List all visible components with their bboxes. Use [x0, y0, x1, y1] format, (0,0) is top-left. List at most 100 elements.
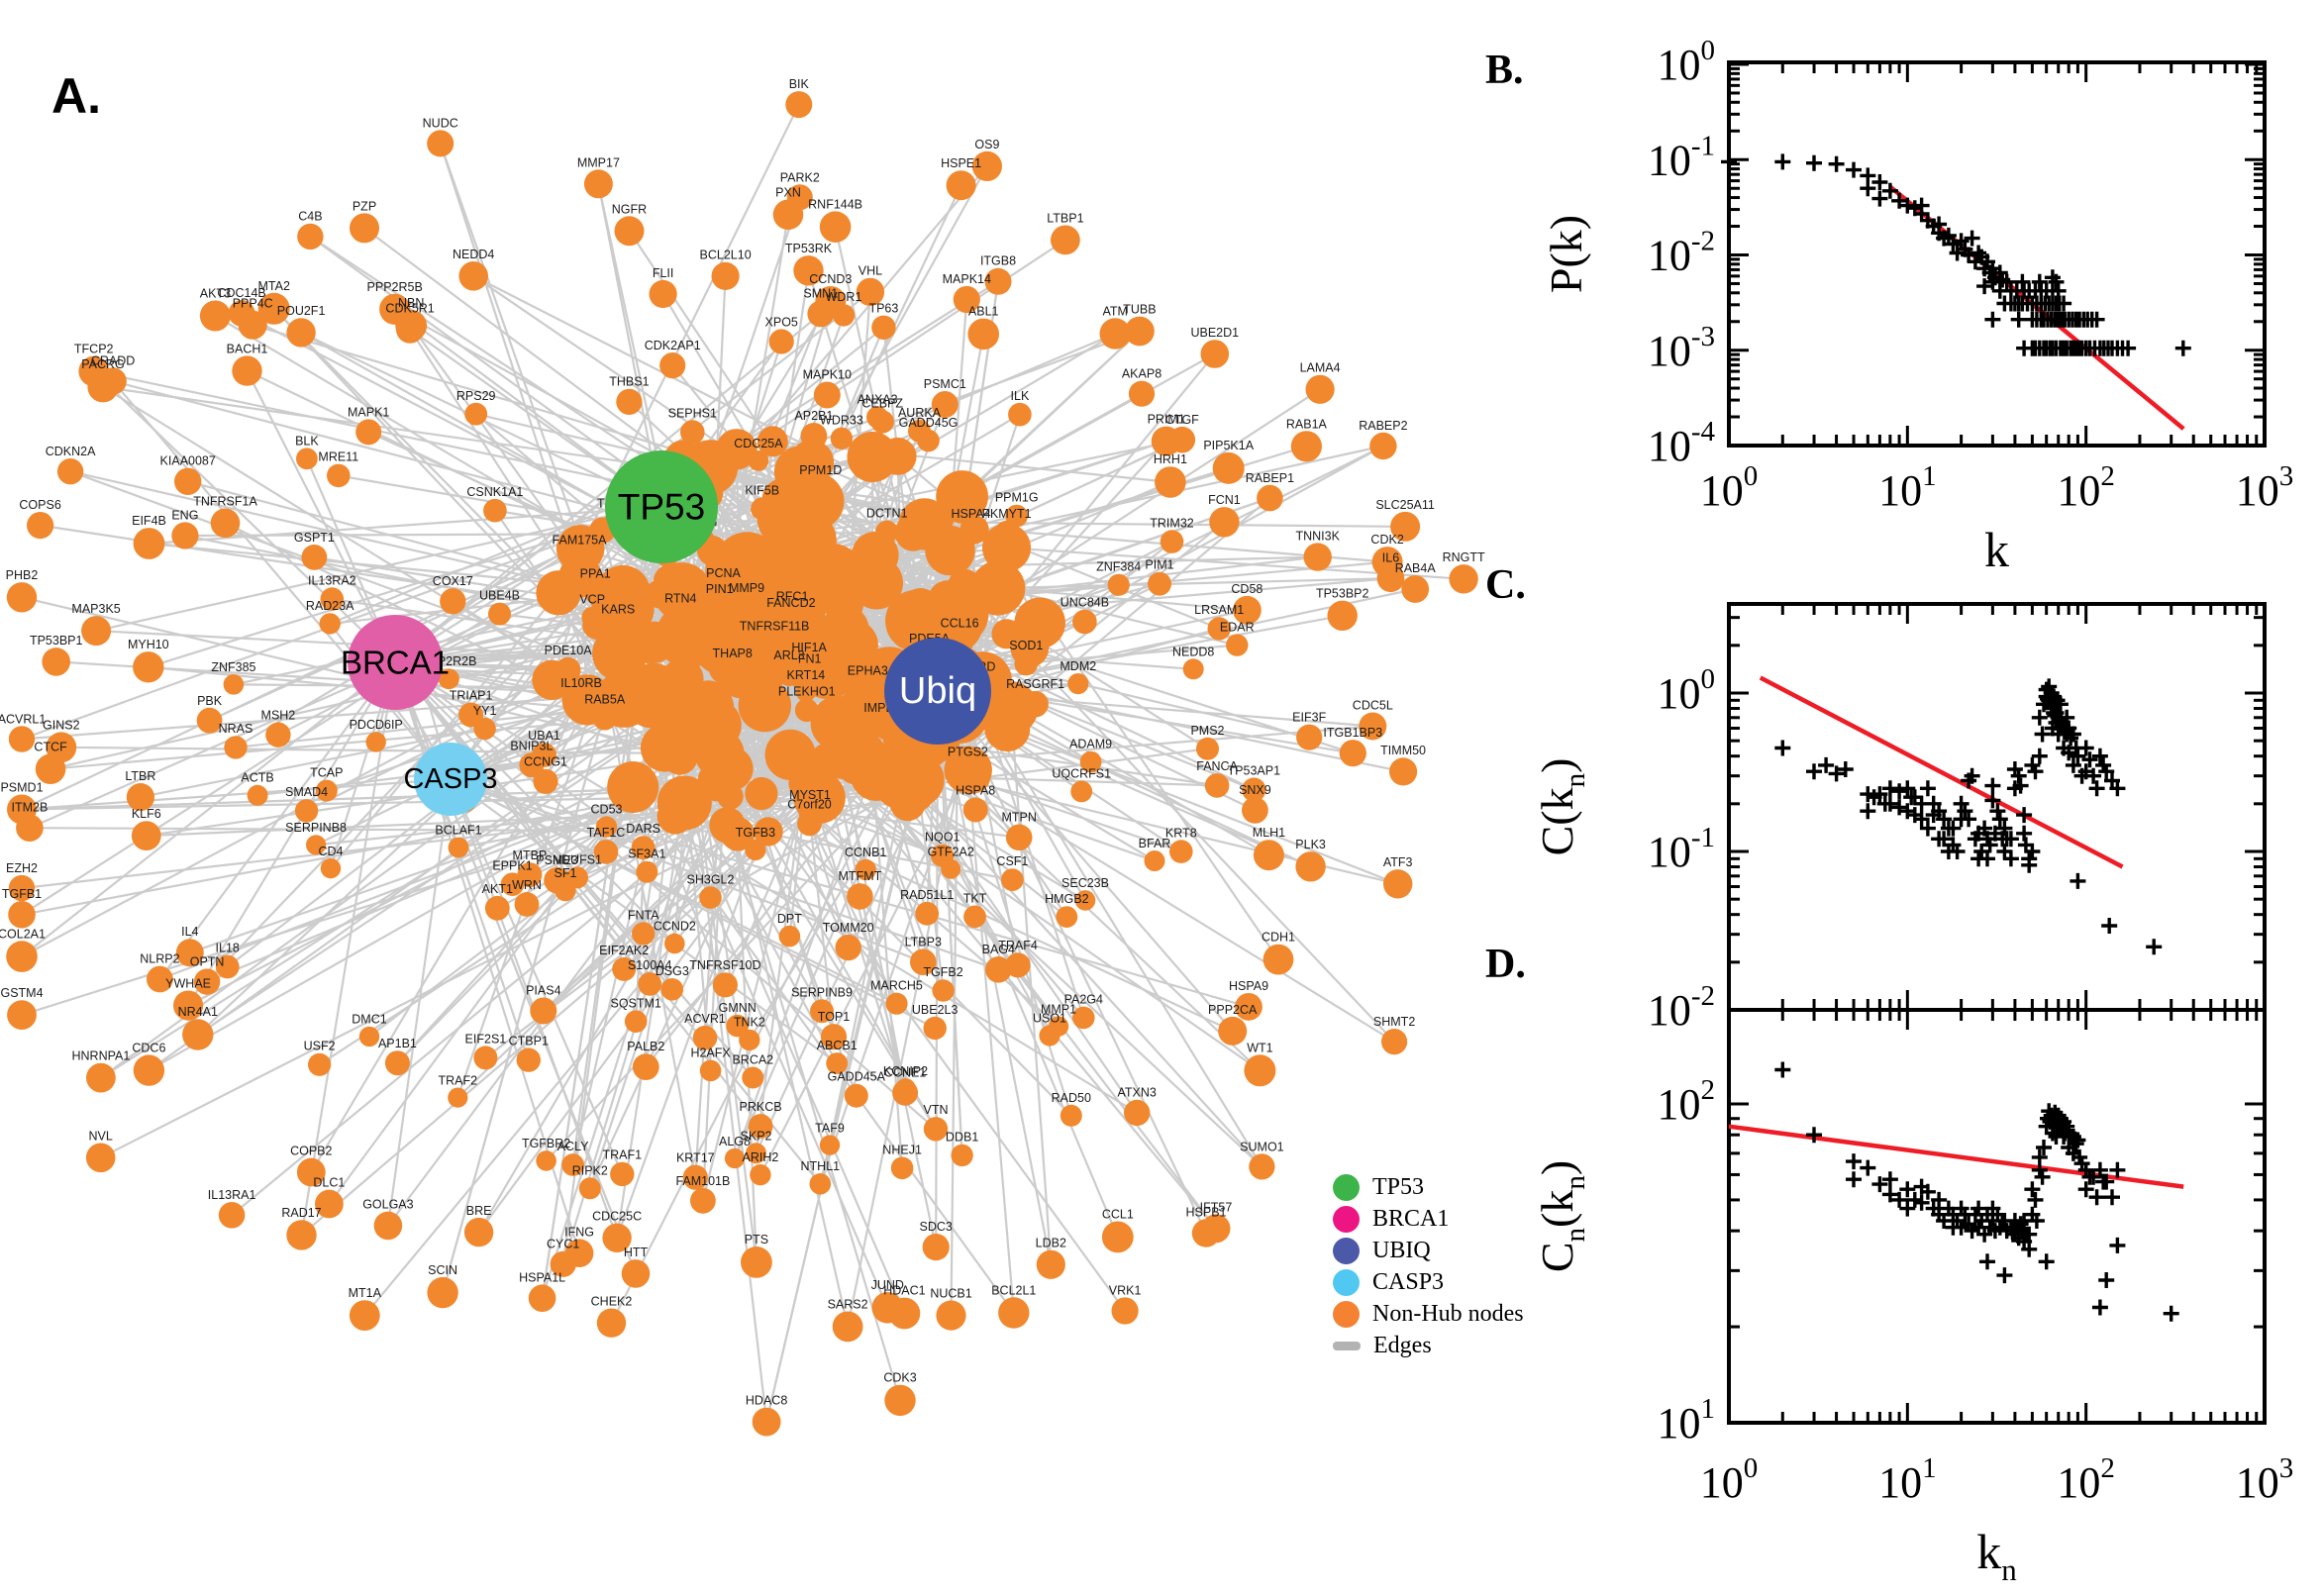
network-node: [1369, 432, 1397, 460]
axis-tick-label: 103: [2236, 1452, 2294, 1507]
network-edge: [937, 690, 1234, 1033]
network-node: [1005, 952, 1031, 978]
network-node: [745, 776, 778, 811]
network-node: [605, 616, 631, 642]
network-node: [1327, 600, 1358, 631]
network-node: [970, 560, 1026, 616]
network-node: [578, 1177, 601, 1200]
panel-d-label: D.: [1485, 942, 1526, 987]
axis-tick-label: 101: [1658, 1393, 1716, 1447]
network-node: [1001, 868, 1024, 891]
network-node: [682, 1164, 708, 1190]
network-node: [748, 1114, 773, 1139]
network-node: [530, 997, 557, 1025]
network-node: [458, 261, 489, 291]
y-axis-title: Cn(kn): [1532, 1160, 1591, 1272]
network-node: [795, 543, 866, 615]
network-edge: [449, 778, 624, 1175]
network-node: [1099, 318, 1131, 349]
network-node: [147, 965, 173, 993]
network-node: [1144, 850, 1165, 871]
network-node: [995, 520, 1019, 545]
network-edge: [852, 707, 1395, 1044]
network-node: [1168, 426, 1196, 453]
network-node: [592, 706, 617, 731]
network-node: [286, 318, 316, 348]
network-node: [800, 423, 828, 449]
network-node: [593, 840, 619, 864]
network-edge: [149, 505, 662, 546]
network-edge: [158, 661, 396, 980]
network-node: [1226, 634, 1249, 656]
network-node: [795, 681, 817, 703]
network-node: [1218, 1016, 1248, 1046]
axis-tick-label: 102: [2057, 460, 2115, 515]
network-node: [218, 1202, 246, 1229]
network-node: [1257, 484, 1283, 512]
network-node: [315, 1189, 344, 1219]
network-node: [720, 660, 746, 686]
network-node: [985, 956, 1012, 983]
network-node: [889, 785, 926, 822]
network-node: [659, 352, 686, 379]
network-node-label: THAP8: [713, 647, 753, 660]
network-node: [750, 1163, 771, 1186]
network-node: [1209, 507, 1240, 538]
network-node: [349, 1300, 380, 1331]
network-node: [448, 1087, 468, 1108]
network-node: [748, 450, 769, 471]
network-node: [265, 722, 291, 748]
network-node: [832, 730, 888, 786]
network-edge: [450, 591, 597, 780]
network-node: [1383, 869, 1413, 899]
network-node: [175, 939, 204, 967]
network-node: [458, 702, 484, 728]
network-node: [1359, 712, 1387, 741]
network-node: [739, 1029, 760, 1051]
network-node: [832, 1311, 863, 1343]
network-edge: [450, 778, 897, 1005]
network-node: [858, 677, 878, 698]
network-node: [566, 866, 588, 889]
network-node: [463, 1217, 494, 1247]
network-node: [232, 355, 262, 386]
network-node: [1148, 571, 1171, 596]
network-node: [1005, 824, 1033, 851]
network-node: [1072, 1006, 1095, 1030]
network-edge: [1006, 445, 1384, 636]
network-node: [1051, 225, 1080, 255]
network-edge: [394, 661, 1138, 1114]
network-edge: [386, 778, 453, 1227]
network-node: [16, 814, 44, 842]
network-edge: [394, 661, 673, 991]
network-node: [699, 1059, 722, 1082]
network-node: [320, 857, 342, 879]
network-node: [636, 860, 658, 883]
network-node: [664, 933, 685, 954]
network-node: [922, 1234, 950, 1261]
network-node: [182, 1019, 214, 1050]
axis-tick-label: 100: [1700, 1452, 1759, 1507]
legend-label: UBIQ: [1372, 1238, 1431, 1263]
network-node: [711, 261, 740, 290]
network-node: [656, 798, 693, 835]
network-node: [26, 512, 54, 540]
legend-edge-swatch: [1333, 1342, 1361, 1350]
network-node: [595, 816, 618, 838]
network-node: [56, 458, 84, 485]
network-node: [224, 736, 248, 759]
network-edge: [701, 782, 808, 1202]
network-edge: [394, 661, 937, 1131]
network-node: [358, 1026, 380, 1047]
network-node: [1111, 1297, 1139, 1325]
network-node: [777, 662, 801, 687]
network-node: [610, 1161, 635, 1187]
network-node: [680, 420, 705, 445]
network-node: [1296, 724, 1323, 750]
network-node: [763, 633, 785, 654]
network-edge: [21, 505, 662, 741]
network-node: [602, 1223, 632, 1253]
network-node: [1107, 573, 1130, 596]
network-edge: [21, 777, 452, 811]
network-edge: [892, 748, 1208, 791]
